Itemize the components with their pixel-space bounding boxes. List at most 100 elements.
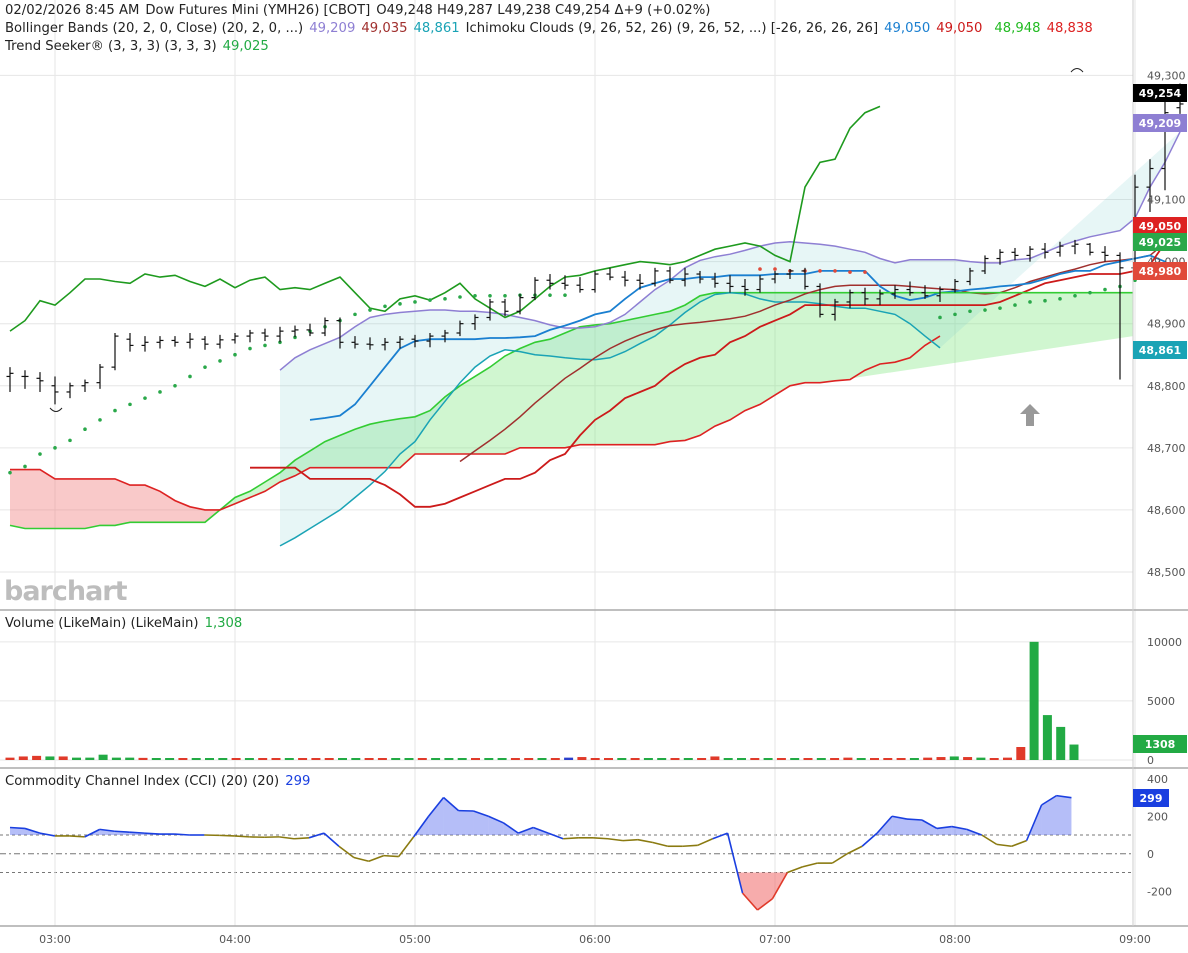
volume-panel-title: Volume (LikeMain) (LikeMain) 1,308 <box>5 616 242 631</box>
header-ohlc: O49,248 H49,287 L49,238 C49,254 Δ+9 (+0.… <box>376 3 711 18</box>
cci-segment <box>473 810 489 818</box>
cci-fill <box>951 826 967 835</box>
volume-bar <box>444 758 454 760</box>
trend-dot-up <box>248 346 252 351</box>
cci-fill <box>10 827 25 835</box>
volume-tag-label: 1308 <box>1145 738 1176 751</box>
ohlc-bar <box>426 333 434 348</box>
price-tag-label: 49,050 <box>1139 220 1182 233</box>
volume-bar <box>949 756 959 760</box>
trend-dot-up <box>263 343 267 348</box>
price-tick-label: 48,900 <box>1147 318 1186 331</box>
trend-dot-up <box>398 302 402 306</box>
ohlc-bar <box>921 285 929 299</box>
trend-dot-up <box>113 408 117 413</box>
cci-segment <box>652 841 668 848</box>
ohlc-bar <box>546 274 554 290</box>
cloud-segment <box>640 314 655 445</box>
price-tick-label: 48,500 <box>1147 566 1186 579</box>
cci-fill <box>907 819 922 835</box>
volume-bar <box>471 758 480 760</box>
x-tick-label: 03:00 <box>39 933 71 946</box>
ohlc-bar <box>141 336 149 352</box>
cci-tick-label: 200 <box>1147 810 1168 823</box>
cci-segment <box>338 845 355 859</box>
ohlc-bar <box>366 337 374 350</box>
cci-fill <box>428 797 444 835</box>
volume-tick-label: 0 <box>1147 754 1154 767</box>
ohlc-bar <box>126 333 134 352</box>
volume-title: Volume (LikeMain) (LikeMain) <box>5 616 199 631</box>
volume-bar <box>1042 715 1052 760</box>
ohlc-bar <box>576 277 584 293</box>
cci-segment <box>1041 794 1057 806</box>
ohlc-bar <box>696 270 704 284</box>
trend-dot-up <box>428 298 432 302</box>
price-tag-box <box>1133 114 1187 132</box>
ohlc-bar <box>531 277 539 301</box>
lagging-line <box>9 105 881 332</box>
cci-segment <box>563 837 579 840</box>
cci-fill <box>488 816 504 835</box>
cloud-segment <box>490 355 505 455</box>
ohlc-bar <box>6 367 14 392</box>
ohlc-bar <box>21 370 29 389</box>
ohlc-bar <box>666 266 674 284</box>
ohlc-bar <box>156 336 164 349</box>
x-tick-label: 08:00 <box>939 933 971 946</box>
ohlc-bar <box>861 287 869 306</box>
trend-dot-up <box>218 359 222 363</box>
price-tag-label: 48,980 <box>1139 265 1182 278</box>
low-arc-icon <box>49 407 63 412</box>
volume-bar <box>843 757 853 760</box>
volume-bar <box>58 756 68 760</box>
volume-bar <box>737 758 746 760</box>
cci-segment <box>741 892 759 911</box>
volume-bar <box>1003 757 1012 760</box>
ohlc-bar <box>456 320 464 337</box>
cloud-segment <box>340 429 355 468</box>
ohlc-bar <box>231 333 239 344</box>
ohlc-bar <box>411 334 419 348</box>
ohlc-bar <box>966 267 974 286</box>
cci-fill <box>892 816 907 835</box>
volume-bar <box>923 757 933 760</box>
cloud-segment <box>655 311 670 445</box>
cci-segment <box>383 854 399 858</box>
cloud-segment <box>805 292 820 383</box>
ohlc-bar <box>801 267 809 290</box>
cci-segment <box>368 854 385 862</box>
price-tick-label: 48,700 <box>1147 442 1186 455</box>
cci-segment <box>488 815 504 824</box>
trend-dot-up <box>1088 290 1092 295</box>
cloud-segment <box>520 342 535 448</box>
volume-bars <box>5 641 1079 760</box>
price-tag: 48,861 <box>1133 341 1187 359</box>
cci-segment <box>757 898 773 911</box>
ohlc-bar <box>171 336 179 347</box>
trend-dot-up <box>938 315 942 320</box>
trend-dot-up <box>383 304 387 309</box>
trend-dot-up <box>173 383 177 388</box>
volume-value: 1,308 <box>204 616 243 631</box>
volume-tag-box <box>1133 735 1187 753</box>
cci-segment <box>787 866 803 874</box>
price-tick-label: 48,600 <box>1147 504 1186 517</box>
trend-seeker-value: 49,025 <box>222 39 269 54</box>
volume-bar <box>830 758 840 760</box>
volume-bar <box>1069 744 1079 760</box>
cci-tick-label: 0 <box>1147 848 1154 861</box>
price-tag-box <box>1133 217 1187 235</box>
cloud-segment <box>145 485 160 523</box>
ohlc-bar <box>276 326 284 343</box>
cloud-segment <box>250 481 265 498</box>
cci-segment <box>234 835 250 838</box>
header-line-3: Trend Seeker® (3, 3, 3) (3, 3, 3) 49,025 <box>5 38 269 56</box>
high-arc-icon <box>1070 68 1084 73</box>
cci-segment <box>936 825 952 830</box>
ohlc-bar <box>651 267 659 287</box>
cloud-segment <box>310 441 325 468</box>
trend-dot-up <box>413 300 417 304</box>
volume-bar <box>457 758 467 760</box>
